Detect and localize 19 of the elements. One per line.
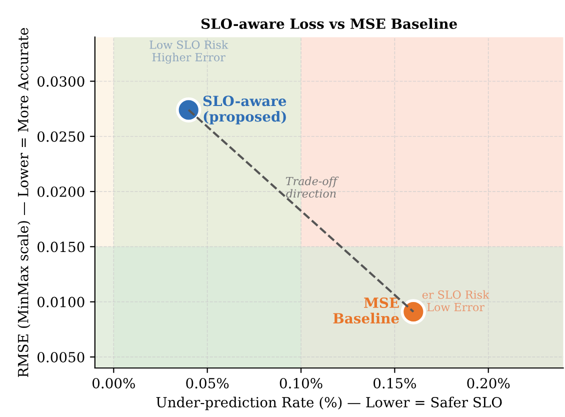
y-axis-title: RMSE (MinMax scale) — Lower = More Accurate: [18, 28, 30, 377]
x-tick-label: 0.15%: [374, 378, 416, 388]
annotation: Trade-off direction: [286, 176, 339, 198]
annotation: Low SLO Risk Higher Error: [150, 40, 228, 64]
y-tick-label: 0.0300: [38, 76, 84, 87]
x-tick-label: 0.05%: [186, 378, 229, 388]
y-tick-label: 0.0250: [38, 131, 84, 142]
annotation: er SLO Risk Low Error: [422, 290, 490, 312]
x-tick-label: 0.20%: [467, 378, 510, 388]
series-label: MSE Baseline: [333, 298, 399, 324]
series-label: SLO-aware (proposed): [203, 96, 286, 124]
x-tick-label: 0.10%: [280, 378, 322, 388]
y-tick-label: 0.0200: [38, 186, 84, 197]
y-tick-label: 0.0100: [38, 296, 84, 308]
y-tick-label: 0.0050: [38, 352, 84, 362]
x-axis-title: Under-prediction Rate (%) — Lower = Safer SLO: [156, 396, 502, 410]
y-tick-label: 0.0150: [38, 242, 84, 252]
x-tick-label: 0.00%: [92, 378, 135, 388]
chart-title: SLO-aware Loss vs MSE Baseline: [202, 18, 458, 29]
